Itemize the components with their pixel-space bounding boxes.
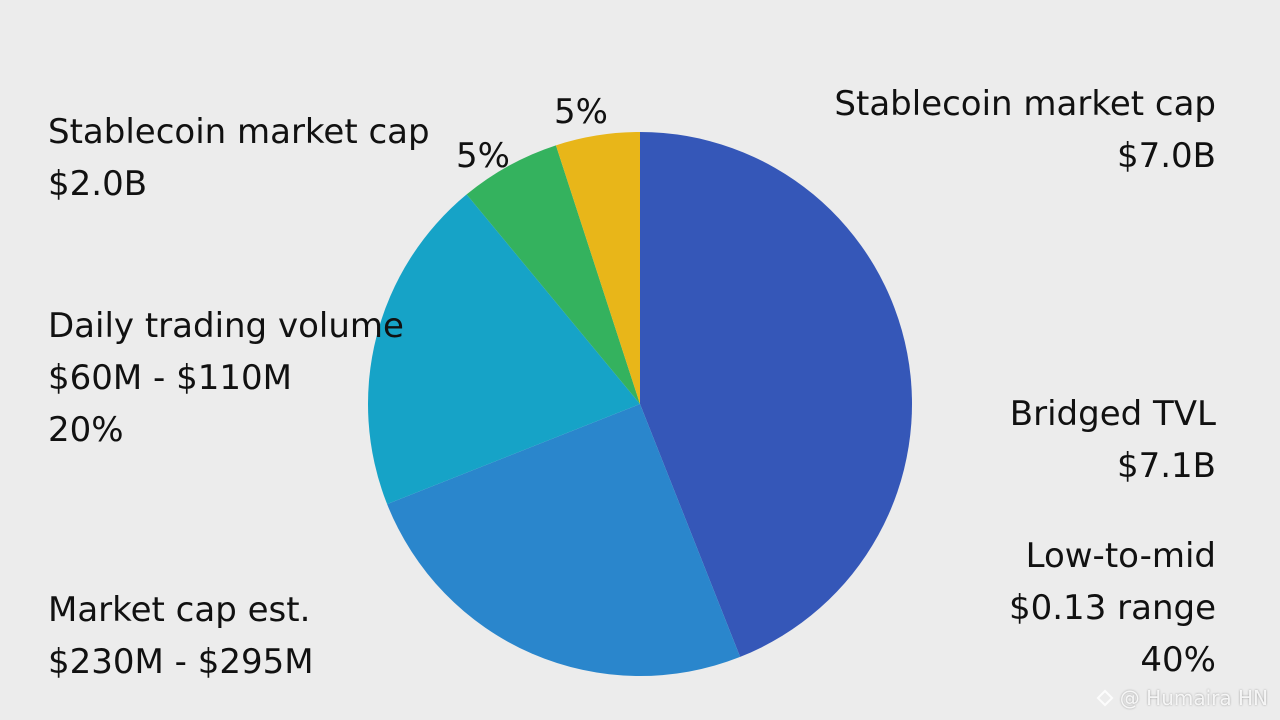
- slice-low-to-mid: [640, 132, 913, 657]
- slice-unlabeled-5: [555, 132, 640, 404]
- watermark: @ Humaira HN: [1096, 686, 1268, 710]
- label-stablecoin-2b: Stablecoin market cap $2.0B: [48, 106, 430, 210]
- label-line: $2.0B: [48, 164, 148, 204]
- exchange-logo-icon: [1096, 689, 1114, 707]
- label-bridged-tvl: Bridged TVL $7.1B: [1010, 388, 1216, 492]
- label-line: Low-to-mid: [1025, 536, 1216, 576]
- label-daily-trading-volume: Daily trading volume $60M - $110M 20%: [48, 300, 404, 456]
- label-line: Daily trading volume: [48, 306, 404, 346]
- slice-market-cap-est: [387, 404, 741, 676]
- label-line: $60M - $110M: [48, 358, 292, 398]
- label-percent: 40%: [1140, 640, 1216, 680]
- label-line: $230M - $295M: [48, 642, 314, 682]
- watermark-text: @ Humaira HN: [1119, 686, 1268, 710]
- label-stablecoin-7b: Stablecoin market cap $7.0B: [834, 78, 1216, 182]
- label-percent: 20%: [48, 410, 124, 450]
- label-line: $0.13 range: [1008, 588, 1216, 628]
- label-line: Stablecoin market cap: [48, 112, 430, 152]
- label-low-to-mid: Low-to-mid $0.13 range 40%: [1009, 530, 1216, 686]
- label-line: Market cap est.: [48, 590, 311, 630]
- slice-percent-green: 5%: [456, 136, 510, 176]
- slice-stablecoin-2b: [466, 145, 640, 404]
- slice-daily-trading-volume: [368, 194, 640, 505]
- slice-percent-yellow: 5%: [554, 92, 608, 132]
- label-line: $7.1B: [1116, 446, 1216, 486]
- label-market-cap-est: Market cap est. $230M - $295M: [48, 584, 314, 688]
- label-line: $7.0B: [1116, 136, 1216, 176]
- label-line: Bridged TVL: [1009, 394, 1216, 434]
- label-line: Stablecoin market cap: [834, 84, 1216, 124]
